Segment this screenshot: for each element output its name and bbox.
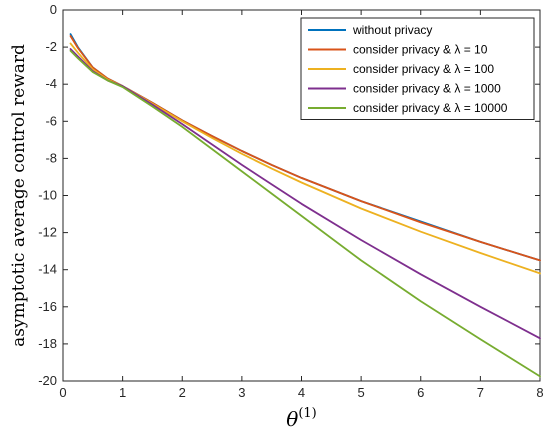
legend-label: consider privacy & λ = 1000: [353, 82, 501, 96]
legend-label: consider privacy & λ = 100: [353, 62, 494, 76]
y-tick-label: -6: [45, 113, 57, 128]
y-tick-label: -18: [38, 336, 57, 351]
legend-label: consider privacy & λ = 10: [353, 43, 488, 57]
y-axis-label: asymptotic average control reward: [9, 44, 29, 347]
x-axis-label: θ(1): [286, 406, 316, 431]
y-tick-label: -20: [38, 373, 57, 388]
legend-label: consider privacy & λ = 10000: [353, 101, 508, 115]
x-tick-label: 3: [238, 385, 245, 400]
y-tick-label: -8: [45, 150, 57, 165]
y-tick-label: -14: [38, 262, 57, 277]
series-line-2: [69, 42, 541, 275]
y-tick-label: -2: [45, 39, 57, 54]
series-line-1: [69, 35, 541, 262]
x-tick-label: 7: [477, 385, 484, 400]
x-tick-label: 2: [179, 385, 186, 400]
series-line-4: [69, 49, 541, 378]
legend: without privacy consider privacy & λ = 10…: [300, 17, 535, 120]
x-tick-label: 0: [59, 385, 66, 400]
x-tick-label: 5: [358, 385, 365, 400]
y-tick-label: -4: [45, 76, 57, 91]
y-tick-label: 0: [50, 2, 57, 17]
x-tick-label: 4: [298, 385, 305, 400]
y-tick-label: -12: [38, 225, 57, 240]
x-tick-label: 6: [417, 385, 424, 400]
x-tick-label: 8: [536, 385, 543, 400]
x-tick-label: 1: [119, 385, 126, 400]
y-tick-label: -16: [38, 299, 57, 314]
series-lines: [69, 33, 541, 378]
y-tick-label: -10: [38, 188, 57, 203]
legend-label: without privacy: [352, 23, 432, 37]
